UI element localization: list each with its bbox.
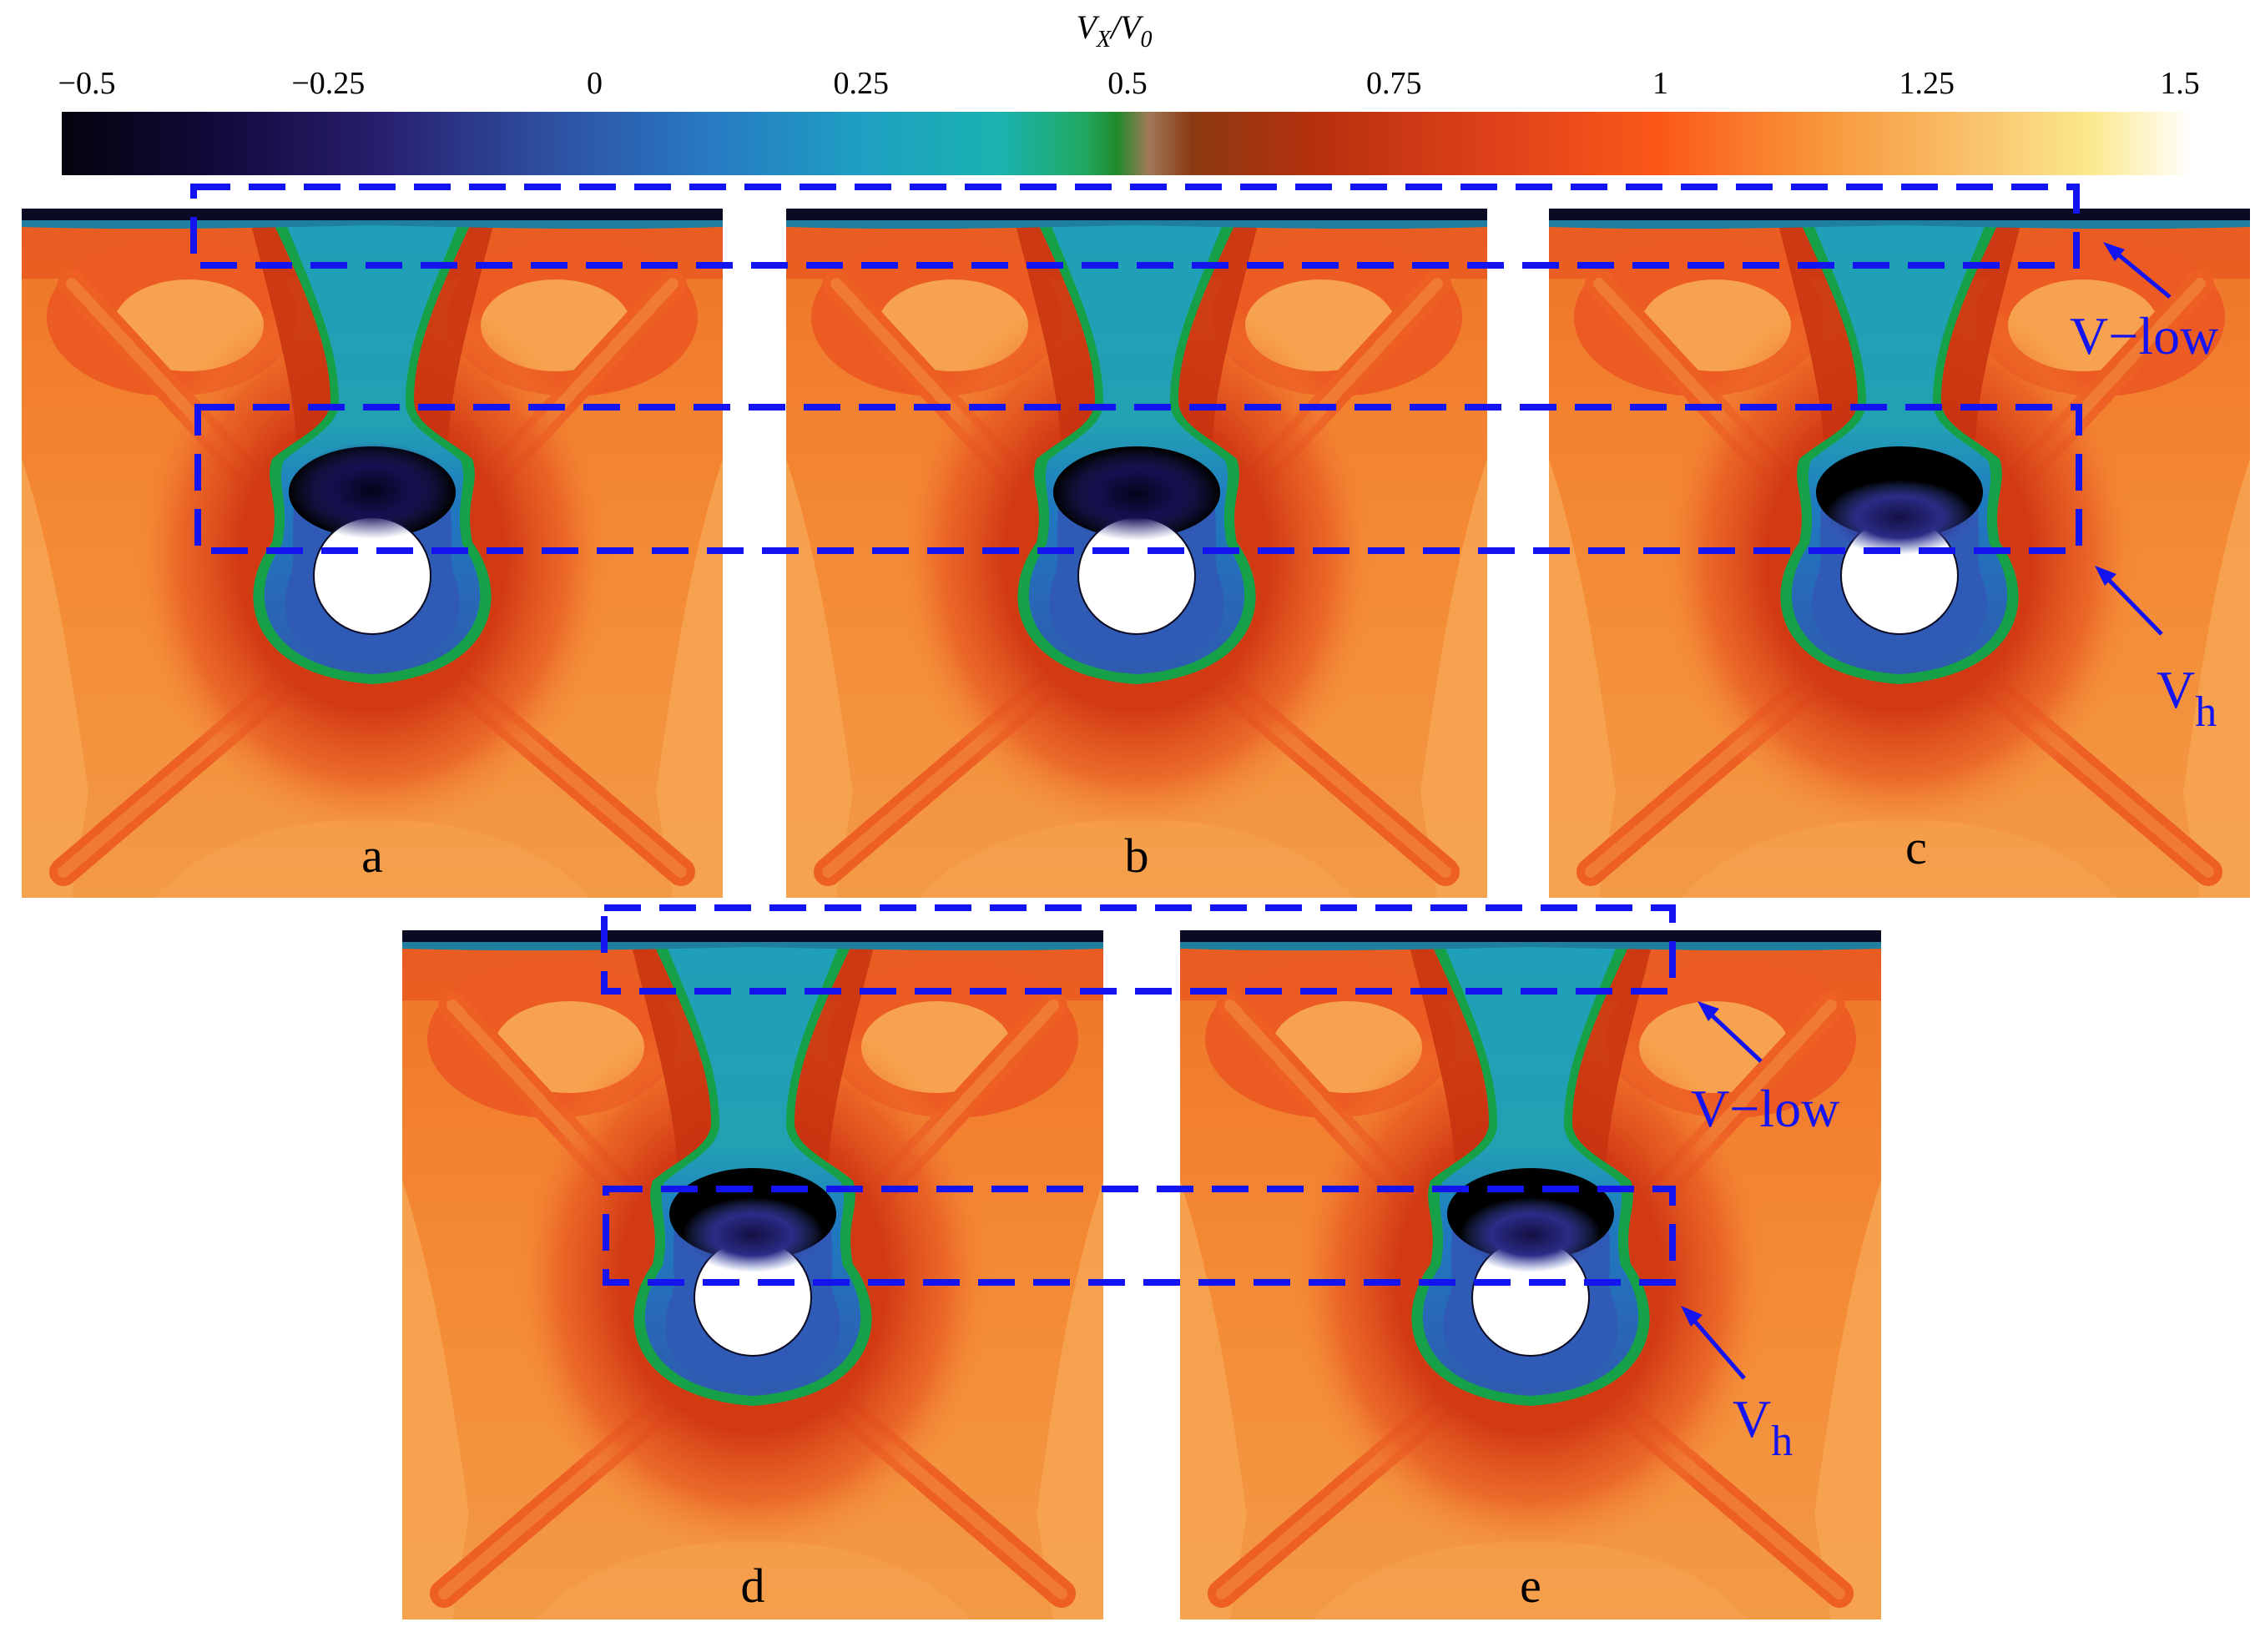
v-low-box-bottom xyxy=(601,904,1676,995)
colorbar-tick-labels: −0.5 −0.25 0 0.25 0.5 0.75 1 1.25 1.5 xyxy=(58,66,2200,101)
colorbar-tick-label: 0.5 xyxy=(1107,66,1148,101)
panel-b: b xyxy=(786,209,1487,898)
annotation-arrows xyxy=(1681,242,2172,1380)
colorbar-tick-label: −0.5 xyxy=(58,66,116,101)
panel-label-d: d xyxy=(741,1559,765,1613)
colorbar-gradient xyxy=(62,112,2193,175)
velocity-contour-d xyxy=(402,930,1103,1619)
annotation-boxes xyxy=(190,184,2082,1286)
panel-label-b: b xyxy=(1125,829,1149,883)
wake-core-b xyxy=(1053,447,1220,541)
colorbar-title: VX/V0 xyxy=(1076,8,1152,53)
colorbar-tick-label: 1 xyxy=(1652,66,1668,101)
panel-c: c xyxy=(1549,209,2250,898)
velocity-contour-e xyxy=(1180,930,1881,1619)
wake-core-e xyxy=(1460,1197,1602,1272)
panel-d: d xyxy=(402,930,1103,1619)
colorbar: VX/V0 −0.5 −0.25 0 0.25 0.5 0.75 1 1.25 1.5 xyxy=(58,8,2200,175)
colorbar-tick-label: 1.5 xyxy=(2160,66,2200,101)
v-low-box-top xyxy=(190,184,2080,269)
v-h-label-top: Vh xyxy=(2157,660,2217,736)
colorbar-tick-label: 0 xyxy=(587,66,603,101)
colorbar-tick-label: −0.25 xyxy=(291,66,365,101)
panel-a: a xyxy=(22,209,723,898)
v-low-label-bottom: V−low xyxy=(1691,1079,1839,1138)
colorbar-tick-label: 0.75 xyxy=(1366,66,1422,101)
panel-label-a: a xyxy=(361,829,383,883)
wake-core-c xyxy=(1824,480,1975,555)
v-h-box-top xyxy=(194,404,2082,554)
panel-label-e: e xyxy=(1520,1559,1541,1613)
panel-e: e xyxy=(1180,930,1881,1619)
wake-cores xyxy=(289,442,1975,1272)
colorbar-tick-label: 1.25 xyxy=(1899,66,1955,101)
v-h-box-bottom xyxy=(603,1186,1676,1286)
annotation-labels: V−low Vh V−low Vh xyxy=(1691,306,2218,1465)
wake-core-d xyxy=(682,1197,824,1272)
panel-label-c: c xyxy=(1905,820,1927,874)
v-low-label-top: V−low xyxy=(2070,306,2218,365)
v-h-label-bottom: Vh xyxy=(1733,1389,1793,1465)
colorbar-tick-label: 0.25 xyxy=(834,66,890,101)
wake-core-a xyxy=(289,442,456,539)
